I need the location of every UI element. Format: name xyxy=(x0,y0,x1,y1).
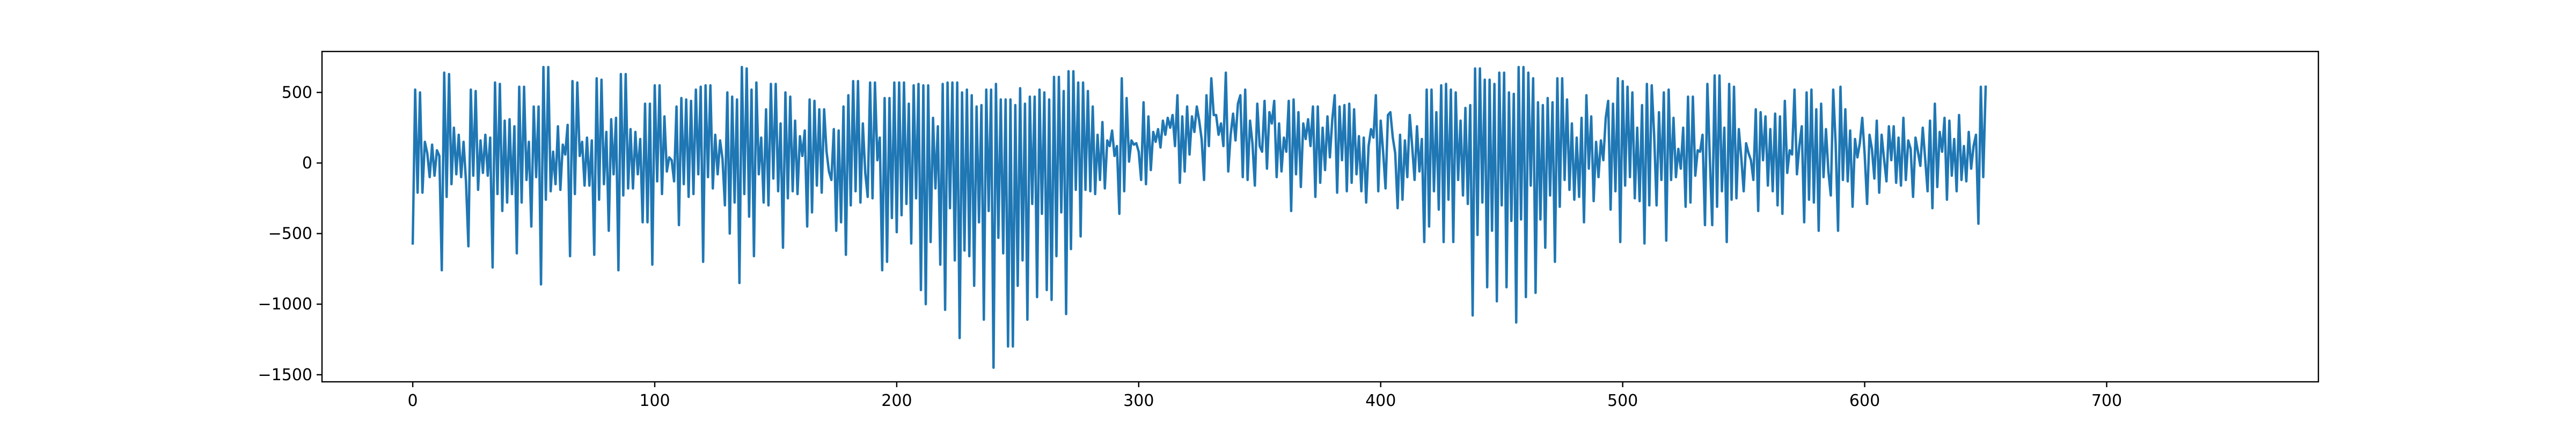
x-tick-label: 700 xyxy=(2091,391,2122,410)
y-tick-label: −500 xyxy=(268,225,312,243)
x-tick-label: 0 xyxy=(408,391,418,410)
x-tick-label: 600 xyxy=(1849,391,1880,410)
y-tick-label: −1500 xyxy=(258,366,312,384)
series-line xyxy=(411,65,1987,369)
x-tick-label: 400 xyxy=(1365,391,1396,410)
x-tick-label: 200 xyxy=(881,391,912,410)
x-axis: 0 100 200 300 400 500 600 700 xyxy=(408,382,2122,410)
y-tick-label: 0 xyxy=(302,154,312,173)
y-tick-label: −1000 xyxy=(258,295,312,314)
x-tick-label: 100 xyxy=(639,391,670,410)
y-tick-label: 500 xyxy=(282,83,312,102)
plot-area-frame xyxy=(321,50,2319,383)
x-tick-label: 300 xyxy=(1123,391,1154,410)
x-tick-label: 500 xyxy=(1607,391,1638,410)
y-axis: −1500 −1000 −500 0 500 xyxy=(258,83,322,384)
